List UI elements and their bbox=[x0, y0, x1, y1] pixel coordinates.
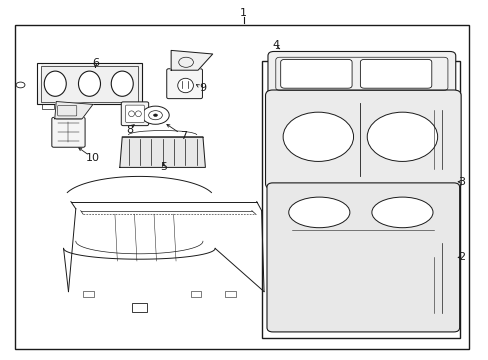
FancyBboxPatch shape bbox=[58, 105, 77, 116]
Bar bbox=[83, 291, 94, 297]
Bar bbox=[41, 66, 138, 102]
Bar bbox=[132, 303, 146, 312]
FancyBboxPatch shape bbox=[360, 59, 431, 88]
Ellipse shape bbox=[16, 82, 25, 88]
FancyBboxPatch shape bbox=[121, 102, 148, 126]
Ellipse shape bbox=[135, 111, 141, 117]
Text: 5: 5 bbox=[160, 162, 167, 172]
Ellipse shape bbox=[288, 197, 349, 228]
Text: 1: 1 bbox=[240, 8, 246, 18]
Polygon shape bbox=[120, 137, 205, 167]
Text: 9: 9 bbox=[199, 83, 206, 93]
Text: 10: 10 bbox=[86, 153, 100, 163]
Ellipse shape bbox=[283, 112, 353, 161]
Bar bbox=[37, 63, 142, 104]
Text: 3: 3 bbox=[458, 177, 465, 187]
Text: 6: 6 bbox=[92, 58, 99, 68]
Bar bbox=[298, 91, 307, 97]
Ellipse shape bbox=[148, 111, 162, 120]
Bar bbox=[415, 91, 425, 97]
Text: 2: 2 bbox=[458, 252, 465, 262]
Ellipse shape bbox=[177, 78, 193, 93]
Ellipse shape bbox=[371, 197, 432, 228]
Bar bbox=[415, 51, 425, 56]
Bar bbox=[261, 61, 459, 338]
Ellipse shape bbox=[142, 106, 169, 124]
Text: 8: 8 bbox=[126, 125, 133, 135]
FancyBboxPatch shape bbox=[52, 117, 85, 147]
Polygon shape bbox=[171, 50, 212, 70]
Bar bbox=[224, 291, 235, 297]
FancyBboxPatch shape bbox=[280, 59, 351, 88]
Bar bbox=[41, 104, 54, 109]
FancyBboxPatch shape bbox=[267, 51, 455, 96]
Ellipse shape bbox=[44, 71, 66, 96]
Text: 7: 7 bbox=[180, 131, 186, 141]
Ellipse shape bbox=[178, 57, 193, 67]
Bar bbox=[124, 104, 137, 109]
Ellipse shape bbox=[128, 111, 134, 117]
FancyBboxPatch shape bbox=[266, 183, 459, 332]
Polygon shape bbox=[37, 63, 142, 104]
Ellipse shape bbox=[78, 71, 101, 96]
Ellipse shape bbox=[111, 71, 133, 96]
Ellipse shape bbox=[366, 112, 437, 161]
FancyBboxPatch shape bbox=[125, 105, 144, 122]
Bar bbox=[298, 51, 307, 56]
Bar bbox=[190, 291, 201, 297]
Polygon shape bbox=[55, 102, 93, 119]
FancyBboxPatch shape bbox=[265, 90, 460, 189]
FancyBboxPatch shape bbox=[166, 69, 202, 99]
Text: 4: 4 bbox=[272, 40, 279, 50]
Ellipse shape bbox=[153, 114, 157, 117]
